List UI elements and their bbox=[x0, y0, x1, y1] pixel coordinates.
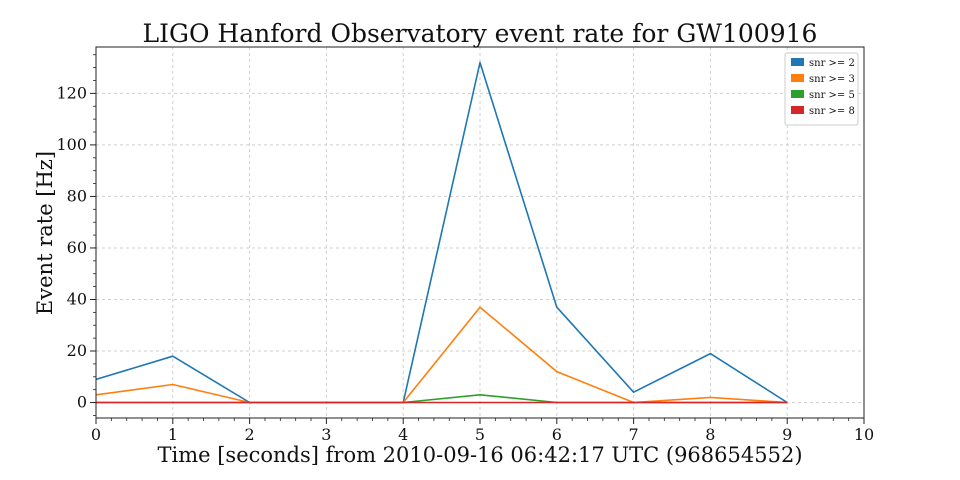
x-axis-label: Time [seconds] from 2010-09-16 06:42:17 … bbox=[157, 443, 802, 467]
x-tick-label: 3 bbox=[321, 425, 331, 444]
x-tick-label: 7 bbox=[629, 425, 639, 444]
legend-swatch bbox=[791, 106, 804, 114]
legend-swatch bbox=[791, 90, 804, 98]
y-tick-label: 120 bbox=[56, 83, 87, 102]
legend: snr >= 2 snr >= 3 snr >= 5 snr >= 8 bbox=[784, 52, 859, 126]
legend-label: snr >= 2 bbox=[809, 58, 855, 69]
x-tick-label: 2 bbox=[245, 425, 255, 444]
legend-label: snr >= 8 bbox=[809, 106, 855, 117]
y-tick-label: 40 bbox=[67, 289, 87, 308]
x-tick-label: 5 bbox=[475, 425, 485, 444]
x-tick-label: 9 bbox=[782, 425, 792, 444]
y-axis-label: Event rate [Hz] bbox=[33, 151, 57, 315]
legend-label: snr >= 5 bbox=[809, 90, 855, 101]
y-tick-label: 0 bbox=[77, 393, 87, 412]
grid-lines bbox=[96, 47, 864, 418]
series-lines bbox=[95, 61, 788, 404]
series-line bbox=[95, 306, 788, 404]
legend-swatch bbox=[791, 74, 804, 82]
x-tick-label: 8 bbox=[705, 425, 715, 444]
y-tick-label: 100 bbox=[56, 135, 87, 154]
y-tick-label: 80 bbox=[67, 186, 87, 205]
x-tick-label: 0 bbox=[91, 425, 101, 444]
legend-label: snr >= 3 bbox=[809, 74, 855, 85]
y-tick-label: 60 bbox=[67, 238, 87, 257]
y-tick-label: 20 bbox=[67, 341, 87, 360]
chart-title: LIGO Hanford Observatory event rate for … bbox=[143, 19, 818, 48]
x-tick-label: 10 bbox=[854, 425, 874, 444]
series-line bbox=[95, 61, 788, 404]
x-tick-label: 4 bbox=[398, 425, 408, 444]
x-tick-label: 6 bbox=[552, 425, 562, 444]
x-tick-label: 1 bbox=[168, 425, 178, 444]
legend-swatch bbox=[791, 58, 804, 66]
